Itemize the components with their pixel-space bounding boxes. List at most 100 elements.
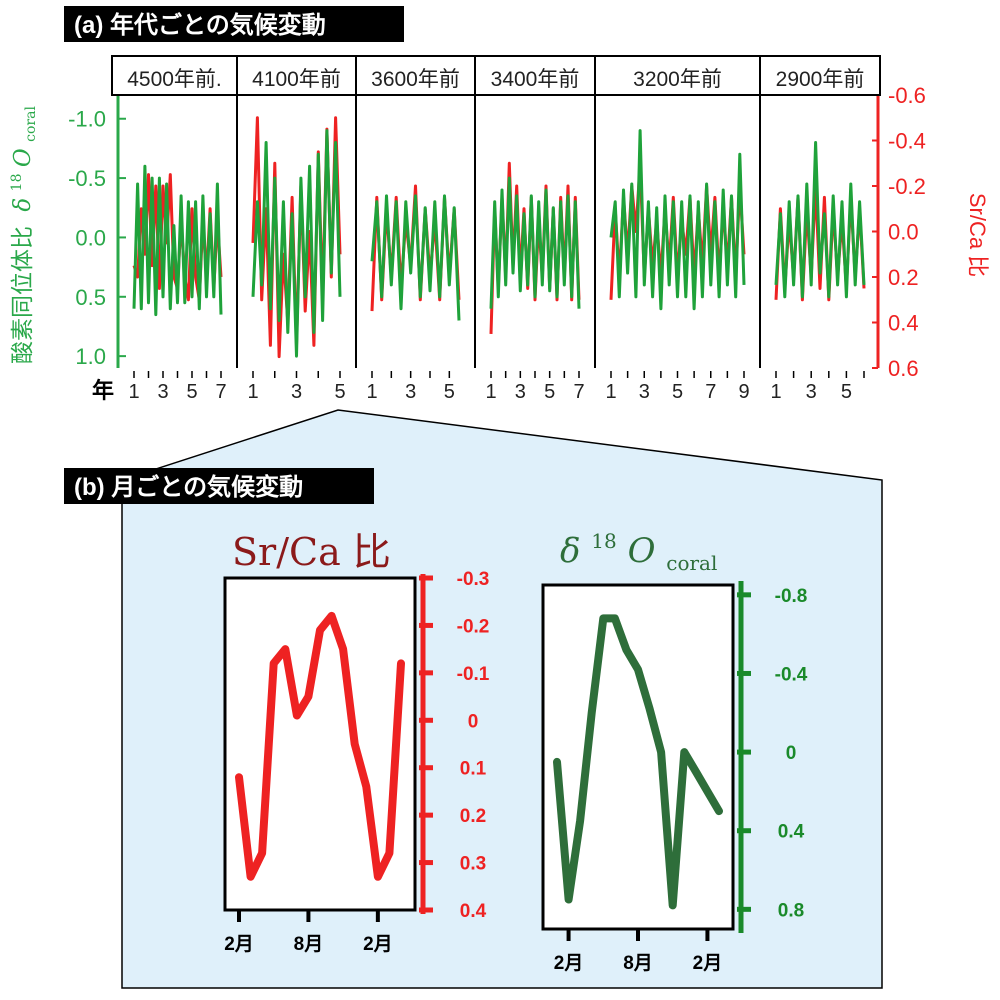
left-axis-tick-label: 0.5 xyxy=(75,285,106,310)
series-line xyxy=(235,611,405,881)
y-tick-label: 0 xyxy=(468,711,479,732)
left-axis-title: 酸素同位体比 δ 18 O coral xyxy=(0,106,39,364)
x-tick-label: 1 xyxy=(605,381,616,403)
x-tick-label: 1 xyxy=(770,381,781,403)
y-tick-label: -0.2 xyxy=(457,616,490,637)
left-axis-ticks: -1.0 -0.5 0.0 0.5 1.0 xyxy=(68,107,126,369)
b-right-title-delta: δ xyxy=(560,531,580,571)
right-axis-tick-label: 0.0 xyxy=(888,220,919,245)
right-axis-title-text: Sr/Ca 比 xyxy=(965,193,990,277)
x-tick-label: 7 xyxy=(573,381,584,403)
left-axis-title-sup: 18 xyxy=(9,173,25,191)
x-tick-label: 7 xyxy=(705,381,716,403)
panel-b: (b) 月ごとの気候変動 Sr/Ca 比 δ 18 O coral -0.3-0… xyxy=(64,468,808,974)
segment: 3200年前 1 3 5 7 9 xyxy=(594,56,750,403)
x-tick-label: 5 xyxy=(841,381,852,403)
segment-header-frame xyxy=(111,55,881,96)
panel-b-label: (b) 月ごとの気候変動 xyxy=(74,473,303,501)
y-tick-label: 0.4 xyxy=(460,901,487,922)
right-axis-tick-label: 0.6 xyxy=(888,356,919,381)
segment: 2900年前 1 3 5 xyxy=(759,56,866,403)
d18o-line xyxy=(251,129,342,358)
x-tick-label: 3 xyxy=(806,381,817,403)
panel-a-label: (a) 年代ごとの気候変動 xyxy=(74,11,326,39)
y-tick-label: 0 xyxy=(786,743,797,764)
x-tick-label: 5 xyxy=(444,381,455,403)
left-axis-title-o: O xyxy=(10,148,36,167)
segment: 4500年前. 1 3 5 7 xyxy=(127,68,226,403)
segment-header: 3200年前 xyxy=(633,68,722,91)
right-axis-tick-label: -0.2 xyxy=(888,174,926,199)
x-tick-label: 7 xyxy=(215,381,226,403)
right-axis-tick-label: 0.2 xyxy=(888,265,919,290)
x-tick-label: 5 xyxy=(186,381,197,403)
segment-header: 4500年前. xyxy=(127,68,222,91)
x-tick-label: 5 xyxy=(334,381,345,403)
b-left-title: Sr/Ca 比 xyxy=(232,530,391,574)
segment-header: 2900年前 xyxy=(776,68,865,91)
y-tick-label: -0.1 xyxy=(457,664,490,685)
b-left-chart: -0.3 -0.2 -0.1 0 0.1 0.2 0.3 0.4 2月 8月 2月 xyxy=(223,569,490,955)
b-right-title: δ 18 O coral xyxy=(560,517,717,575)
segment: 3400年前 1 3 5 7 xyxy=(474,56,585,403)
x-tick-label: 5 xyxy=(672,381,683,403)
y-tick-label: 0.8 xyxy=(778,900,804,921)
y-tick-label: -0.8 xyxy=(775,586,808,607)
left-axis-tick-label: 1.0 xyxy=(75,344,106,369)
right-axis-tick-label: 0.4 xyxy=(888,311,919,336)
left-axis-title-text: 酸素同位体比 xyxy=(9,226,35,364)
right-axis-tick-label: -0.6 xyxy=(888,83,926,108)
left-axis-tick-label: -0.5 xyxy=(68,166,106,191)
y-tick-label: 0.4 xyxy=(778,822,805,843)
segment-header: 3400年前 xyxy=(491,68,580,91)
svg-text:酸素同位体比 δ 18: 酸素同位体比 δ 18 O coral xyxy=(0,106,39,364)
b-right-title-sub: coral xyxy=(666,551,717,575)
x-tick-label: 3 xyxy=(291,381,302,403)
d18o-line xyxy=(774,141,866,299)
b-right-chart: -0.8 -0.4 0 0.4 0.8 2月 8月 2月 xyxy=(541,581,808,974)
left-axis-tick-label: -1.0 xyxy=(68,107,106,132)
y-tick-label: 0.1 xyxy=(460,759,487,780)
b-right-title-o: O xyxy=(628,531,656,571)
x-tick-label: 3 xyxy=(157,381,168,403)
d18o-line xyxy=(609,129,746,311)
right-axis-tick-label: -0.4 xyxy=(888,129,926,154)
x-tick-label: 1 xyxy=(485,381,496,403)
x-tick-label: 1 xyxy=(366,381,377,403)
d18o-line xyxy=(370,194,461,321)
y-tick-label: 0.3 xyxy=(460,854,486,875)
d18o-line xyxy=(489,176,581,309)
left-axis-title-delta: δ xyxy=(10,198,36,212)
y-tick-label: -0.4 xyxy=(775,664,808,685)
x-tick-label: 2月 xyxy=(693,953,723,974)
right-axis-ticks: -0.6 -0.4 -0.2 0.0 0.2 0.4 0.6 xyxy=(872,83,926,381)
y-tick-label: -0.3 xyxy=(457,569,490,590)
right-axis-title: Sr/Ca 比 xyxy=(965,193,990,277)
segment: 3600年前 1 3 5 xyxy=(355,56,461,403)
x-tick-label: 3 xyxy=(639,381,650,403)
series-line xyxy=(553,614,723,910)
x-tick-label: 9 xyxy=(738,381,749,403)
panel-b-label-bg xyxy=(64,468,374,504)
x-tick-label: 8月 xyxy=(623,953,653,974)
y-tick-label: 0.2 xyxy=(460,806,486,827)
left-axis-title-sub: coral xyxy=(23,106,39,142)
d18o-line xyxy=(132,164,223,317)
year-axis-label: 年 xyxy=(92,378,114,403)
x-tick-label: 1 xyxy=(128,381,139,403)
b-right-title-sup: 18 xyxy=(591,529,616,553)
x-tick-label: 1 xyxy=(247,381,258,403)
panel-a: (a) 年代ごとの気候変動 酸素同位体比 δ 18 O coral Sr/Ca … xyxy=(0,6,990,403)
segment-header: 4100年前 xyxy=(252,68,341,91)
x-tick-label: 3 xyxy=(515,381,526,403)
left-axis-tick-label: 0.0 xyxy=(75,225,106,250)
panel-a-label-bg xyxy=(64,6,404,42)
x-tick-label: 2月 xyxy=(363,934,393,955)
x-tick-label: 8月 xyxy=(294,934,324,955)
x-tick-label: 2月 xyxy=(554,953,584,974)
x-tick-label: 2月 xyxy=(224,934,254,955)
x-tick-label: 3 xyxy=(405,381,416,403)
x-tick-label: 5 xyxy=(544,381,555,403)
